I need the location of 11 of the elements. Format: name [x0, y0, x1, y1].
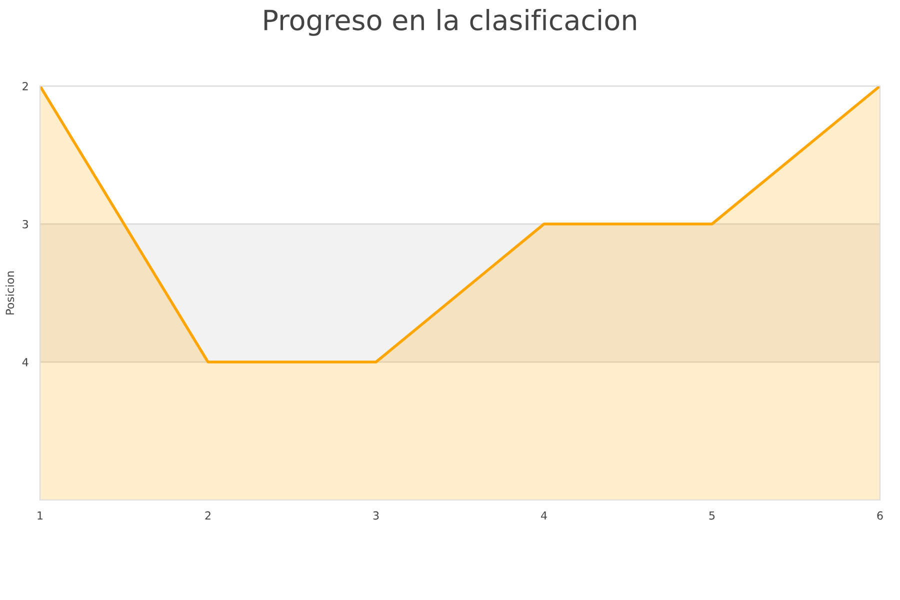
x-tick-label: 5: [709, 511, 715, 520]
x-tick-label: 3: [373, 511, 379, 520]
y-axis-title: Posicion: [6, 271, 14, 314]
x-tick-label: 4: [541, 511, 547, 520]
y-tick-label: 2: [22, 82, 28, 90]
chart-title: Progreso en la clasificacion: [264, 9, 636, 36]
x-tick-label: 2: [205, 511, 210, 520]
y-tick-label: 3: [22, 220, 28, 228]
x-tick-label: 6: [877, 511, 883, 520]
x-tick-label: 1: [38, 511, 43, 520]
y-tick-label: 4: [22, 358, 28, 366]
